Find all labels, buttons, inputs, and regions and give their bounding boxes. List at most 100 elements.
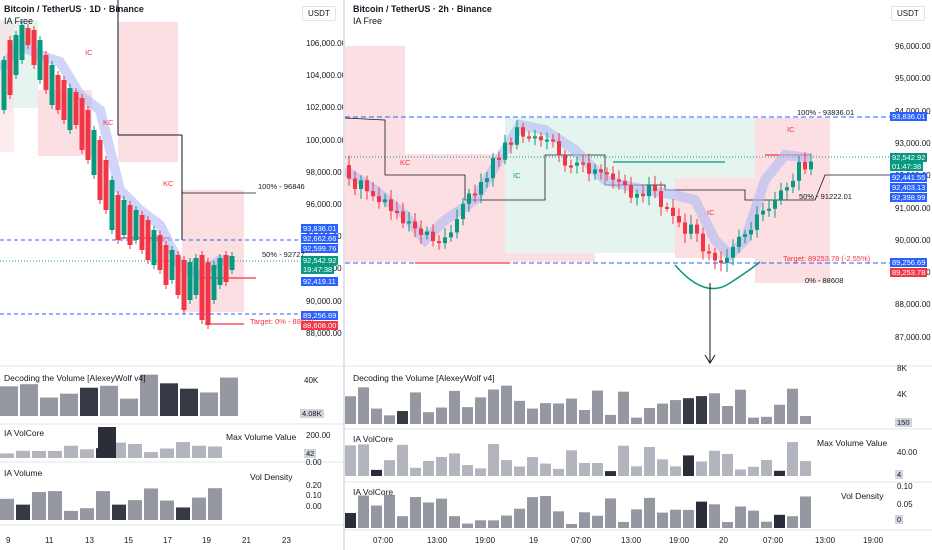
red-zone — [118, 22, 178, 162]
candle — [49, 65, 55, 105]
candle — [73, 92, 79, 125]
right-time-label: 19:00 — [863, 536, 884, 545]
candle — [521, 127, 525, 137]
candle — [91, 130, 97, 175]
volume-bar — [709, 504, 720, 528]
volume-bar — [748, 510, 759, 528]
volume-bar — [80, 508, 94, 520]
candle — [575, 162, 579, 166]
candle — [671, 207, 675, 216]
candle — [611, 173, 615, 180]
candle — [509, 142, 513, 145]
candle — [713, 252, 717, 261]
candle — [19, 25, 25, 60]
candle — [797, 162, 801, 181]
left-price-tick: 106,000.00 — [306, 39, 344, 48]
right-kc-marker: KC — [400, 158, 411, 167]
candle — [461, 203, 465, 220]
volume-bar — [657, 512, 668, 528]
left-price-label: 19:47:38 — [301, 265, 335, 274]
candle — [181, 260, 187, 310]
candle — [563, 155, 567, 166]
volume-bar — [128, 443, 142, 458]
volume-bar — [605, 498, 616, 528]
right-price-tick: 88,000.00 — [895, 300, 931, 310]
volume-bar — [60, 393, 78, 416]
volume-bar — [527, 457, 538, 476]
volume-bar — [192, 497, 206, 520]
candle — [485, 178, 489, 182]
right-price-label: 01:47:38 — [890, 162, 924, 171]
right-chart-pane[interactable]: Bitcoin / TetherUS · 2h · Binance IA Fre… — [345, 0, 932, 550]
right-ic-top-marker: IC — [787, 125, 795, 134]
candle — [731, 246, 735, 258]
candle — [491, 157, 495, 179]
volume-bar — [160, 500, 174, 520]
candle — [725, 257, 729, 263]
candle — [145, 220, 151, 260]
candle — [569, 165, 573, 168]
volume-bar — [358, 387, 369, 424]
left-time-label: 15 — [124, 536, 133, 545]
left-volume-tick-2: 0.10 — [306, 491, 322, 500]
right-volcore-badge: 4 — [895, 470, 904, 479]
left-indicator-name: IA Free — [4, 16, 34, 26]
candle — [809, 161, 813, 170]
candle — [665, 206, 669, 209]
left-chart-pane[interactable]: Bitcoin / TetherUS · 1D · Binance IA Fre… — [0, 0, 344, 550]
volume-bar — [501, 385, 512, 424]
candle — [13, 35, 19, 75]
volume-bar — [208, 488, 222, 520]
volume-bar — [579, 410, 590, 424]
volume-bar — [618, 445, 629, 476]
left-chart-canvas[interactable] — [0, 0, 344, 550]
volume-bar — [501, 460, 512, 476]
volume-bar — [397, 516, 408, 528]
left-price-label: 93,836.01 — [301, 224, 339, 233]
left-currency-button[interactable]: USDT — [302, 6, 336, 21]
volume-bar — [96, 491, 110, 520]
red-zone — [345, 46, 405, 154]
right-volcore-tick-max: 40.00 — [897, 448, 918, 457]
left-price-tick: 90,000.00 — [306, 296, 342, 306]
volume-bar — [592, 390, 603, 424]
left-time-label: 23 — [282, 536, 291, 545]
candle — [377, 196, 381, 203]
volume-bar — [566, 450, 577, 476]
candle — [785, 187, 789, 191]
right-volume-badge: 0 — [895, 515, 904, 524]
candle — [629, 185, 633, 198]
candle — [443, 237, 447, 244]
candle — [395, 210, 399, 213]
volume-bar — [501, 515, 512, 528]
left-volcore-tick-min: 0.00 — [306, 458, 322, 467]
volume-bar — [592, 462, 603, 476]
pane-divider[interactable] — [343, 0, 345, 550]
volume-bar — [475, 397, 486, 424]
left-time-label: 19 — [202, 536, 211, 545]
candle — [605, 172, 609, 175]
candle — [791, 180, 795, 188]
right-volume-tick-2: 0.05 — [897, 500, 913, 509]
left-kc-marker-2: KC — [163, 179, 174, 188]
volume-bar — [208, 446, 222, 458]
volume-bar — [800, 496, 811, 528]
right-price-label: 92,542.92 — [890, 153, 928, 162]
volume-bar — [722, 406, 733, 424]
candle — [389, 199, 393, 211]
volume-bar — [527, 408, 538, 424]
volume-bar — [48, 450, 62, 458]
right-dv-tick-2: 4K — [897, 390, 907, 399]
left-time-label: 13 — [85, 536, 94, 545]
volume-bar — [774, 470, 785, 476]
left-price-tick: 104,000.00 — [306, 71, 344, 81]
left-target-label: Target: 0% - 88608 — [250, 317, 314, 326]
candle — [527, 136, 531, 139]
volume-bar — [144, 452, 158, 458]
candle — [641, 193, 645, 197]
right-currency-button[interactable]: USDT — [891, 6, 925, 21]
candle — [187, 262, 193, 300]
right-chart-canvas[interactable] — [345, 0, 932, 550]
volume-bar — [631, 509, 642, 528]
volume-bar — [176, 507, 190, 520]
